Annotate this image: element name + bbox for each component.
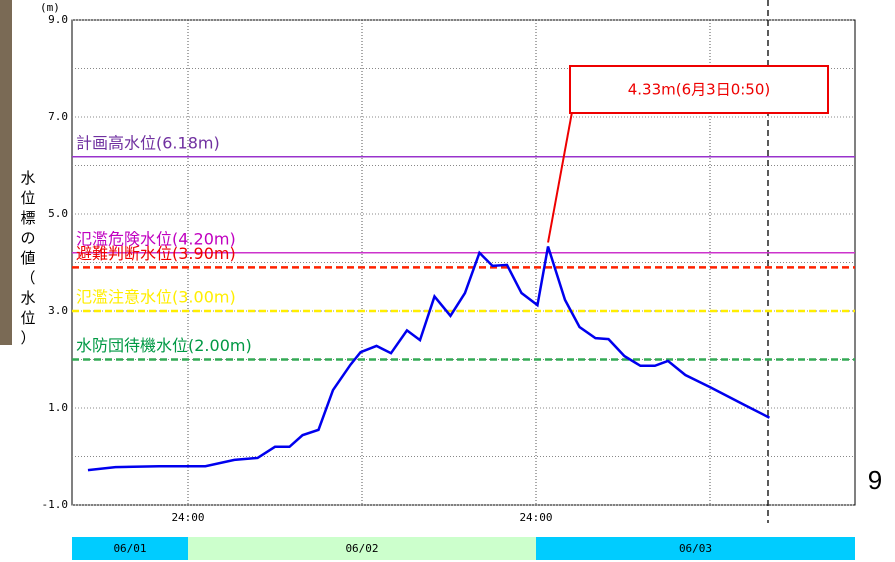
date-band-label: 06/02 bbox=[345, 542, 378, 555]
date-band-label: 06/01 bbox=[113, 542, 146, 555]
date-band-label: 06/03 bbox=[679, 542, 712, 555]
water-level-line bbox=[87, 246, 771, 472]
threshold-label: 氾濫危険水位(4.20m) bbox=[76, 229, 236, 248]
y-axis-label: 水位標の値（水位） bbox=[20, 169, 35, 347]
page-number: 9 bbox=[868, 465, 882, 495]
x-tick-label: 24:00 bbox=[519, 511, 552, 524]
photo-strip bbox=[0, 0, 12, 345]
threshold-label: 氾濫注意水位(3.00m) bbox=[76, 288, 236, 307]
y-tick-label: 3.0 bbox=[48, 304, 68, 317]
threshold-label: 計画高水位(6.18m) bbox=[76, 133, 220, 152]
annotation-box bbox=[569, 65, 829, 114]
y-tick-label: 7.0 bbox=[48, 110, 68, 123]
annotation-text: 4.33m(6月3日0:50) bbox=[628, 81, 771, 99]
x-tick-label: 24:00 bbox=[171, 511, 204, 524]
date-band bbox=[536, 537, 855, 560]
threshold-label: 水防団待機水位(2.00m) bbox=[76, 336, 252, 355]
y-tick-label: 1.0 bbox=[48, 401, 68, 414]
y-tick-label: 9.0 bbox=[48, 13, 68, 26]
date-band bbox=[72, 537, 188, 560]
date-band bbox=[188, 537, 536, 560]
unit-label: (m) bbox=[40, 1, 60, 14]
y-tick-label: -1.0 bbox=[42, 498, 69, 511]
annotation-pointer bbox=[547, 111, 573, 243]
y-tick-label: 5.0 bbox=[48, 207, 68, 220]
threshold-label: 避難判断水位(3.90m) bbox=[76, 244, 236, 263]
